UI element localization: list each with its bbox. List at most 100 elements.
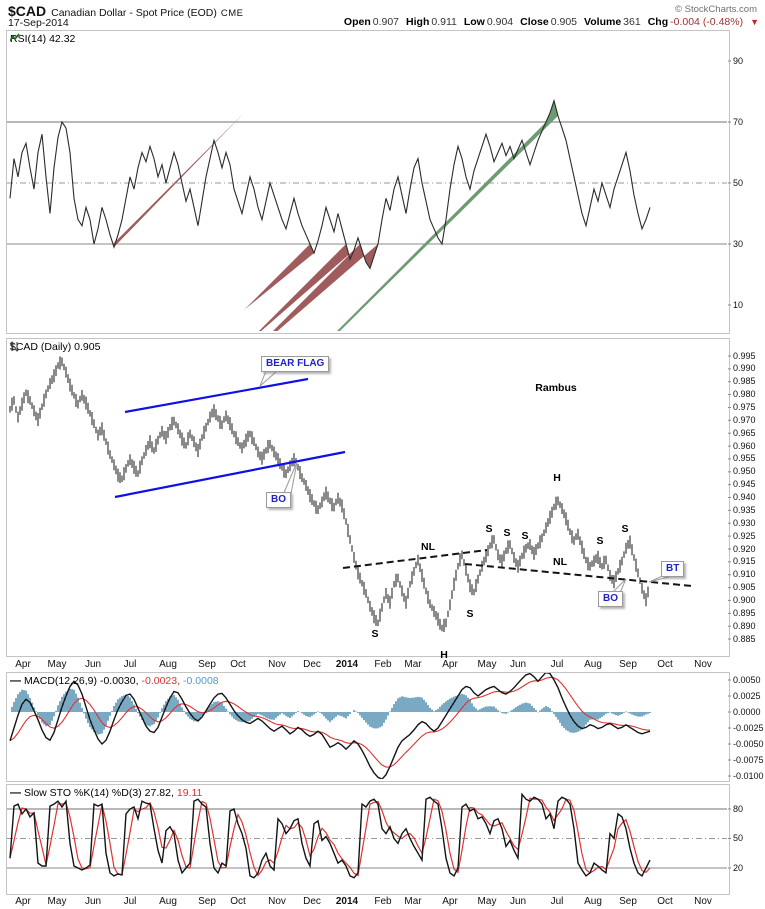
y-axis-tick-price: 0.970 [733, 414, 756, 425]
y-axis-tick-price: 0.975 [733, 402, 756, 412]
x-axis-month-label: 2014 [335, 896, 359, 907]
y-axis-tick-price: 0.910 [733, 569, 756, 580]
x-axis-month-label: May [477, 896, 497, 907]
x-axis-month-label: Mar [404, 659, 422, 670]
sto-k-value: 27.82, [144, 787, 174, 799]
macd-line-swatch: — [10, 675, 21, 687]
x-axis-month-label: Jun [509, 659, 527, 670]
x-axis-month-label: Apr [442, 896, 458, 907]
x-axis-month-label: Apr [442, 659, 458, 670]
y-axis-tick-rsi: 10 [733, 299, 744, 310]
y-axis-tick-price: 0.920 [733, 543, 756, 554]
macd-label: MACD(12,26,9) [24, 675, 97, 687]
high-value: 0.911 [431, 16, 457, 28]
y-axis-tick-price: 0.935 [733, 504, 756, 515]
x-axis-month-label: Jun [84, 896, 102, 907]
sto-d-value: 19.11 [176, 787, 203, 799]
y-axis-tick-sto: 80 [733, 803, 744, 814]
x-axis-month-label: May [477, 659, 497, 670]
y-axis-tick-macd: 0.0025 [733, 690, 761, 701]
y-axis-tick-sto: 20 [733, 862, 744, 873]
y-axis-tick-rsi: 30 [733, 238, 744, 249]
close-label: Close [520, 16, 549, 28]
close-value: 0.905 [550, 16, 578, 28]
annotation-h: H [553, 472, 561, 484]
x-axis-month-label: Sep [198, 896, 216, 907]
sto-label: Slow STO %K(14) %D(3) [24, 787, 142, 799]
y-axis-tick-macd: 0.0050 [733, 674, 761, 685]
rsi-label-row: RSI(14) 42.32 [10, 33, 75, 45]
annotation-s: S [521, 530, 529, 542]
x-axis-month-label: Oct [657, 659, 673, 670]
y-axis-tick-rsi: 90 [733, 55, 744, 66]
callout-bo: BO [598, 591, 623, 607]
y-axis-tick-price: 0.955 [733, 453, 756, 464]
x-axis-month-label: Sep [619, 659, 637, 670]
x-axis-month-label: Sep [619, 896, 637, 907]
low-value: 0.904 [486, 16, 514, 28]
annotation-rambus: Rambus [535, 382, 577, 394]
chart-date: 17-Sep-2014 [8, 17, 69, 29]
y-axis-tick-price: 0.985 [733, 376, 756, 387]
x-axis-month-label: Aug [159, 896, 177, 907]
y-axis-tick-price: 0.885 [733, 633, 756, 644]
macd-label-row: — MACD(12,26,9) -0.0030, -0.0023, -0.000… [10, 675, 219, 687]
open-label: Open [343, 16, 371, 28]
y-axis-tick-price: 0.900 [733, 594, 756, 605]
macd-signal-value: -0.0023, [141, 675, 181, 687]
y-axis-tick-price: 0.945 [733, 479, 756, 490]
x-axis-month-label: May [47, 659, 67, 670]
y-axis-tick-macd: -0.0100 [733, 770, 764, 781]
callout-bear-flag: BEAR FLAG [261, 356, 330, 372]
x-axis-month-label: Feb [374, 659, 392, 670]
chart-title-line: $CAD Canadian Dollar - Spot Price (EOD) CM… [8, 3, 243, 21]
annotation-s: S [503, 527, 511, 539]
callout-bo: BO [266, 492, 291, 508]
exchange: CME [220, 8, 244, 19]
x-axis-month-label: Jun [509, 896, 527, 907]
y-axis-tick-price: 0.930 [733, 517, 756, 528]
x-axis-month-label: Jun [84, 659, 102, 670]
y-axis-tick-price: 0.940 [733, 492, 756, 502]
annotation-s: S [485, 523, 493, 535]
sto-label-row: — Slow STO %K(14) %D(3) 27.82, 19.11 [10, 787, 202, 799]
y-axis-tick-rsi: 50 [733, 177, 744, 188]
x-axis-month-label: Oct [230, 659, 246, 670]
x-axis-month-label: Aug [159, 659, 177, 670]
y-axis-tick-price: 0.890 [733, 620, 756, 631]
symbol: $CAD [8, 3, 47, 19]
rsi-panel [6, 30, 730, 334]
x-axis-month-label: Oct [230, 896, 246, 907]
y-axis-tick-price: 0.895 [733, 607, 756, 618]
callout-bt: BT [661, 561, 685, 577]
x-axis-month-label: Aug [584, 659, 602, 670]
chart-type-icon [10, 341, 19, 352]
x-axis-month-label: Jul [550, 896, 564, 907]
x-axis-month-label: Sep [198, 659, 216, 670]
y-axis-tick-price: 0.980 [733, 389, 756, 400]
x-axis-month-label: Apr [15, 659, 31, 670]
x-axis-month-label: May [47, 896, 67, 907]
annotation-s: S [596, 535, 604, 547]
x-axis-month-label: Dec [303, 896, 321, 907]
x-axis-month-label: Mar [404, 896, 422, 907]
annotation-nl: NL [553, 556, 567, 568]
y-axis-tick-rsi: 70 [733, 116, 744, 127]
rsi-label: RSI(14) 42.32 [10, 33, 76, 45]
y-axis-tick-macd: -0.0025 [733, 722, 764, 733]
x-axis-month-label: 2014 [335, 659, 359, 670]
x-axis-month-label: Jul [550, 659, 564, 670]
y-axis-tick-price: 0.960 [733, 440, 756, 451]
open-value: 0.907 [372, 16, 400, 28]
low-label: Low [463, 16, 485, 28]
annotation-h: H [440, 649, 448, 661]
y-axis-tick-macd: -0.0050 [733, 738, 764, 749]
indicator-zigzag-icon [10, 33, 20, 42]
y-axis-tick-price: 0.950 [733, 466, 756, 477]
x-axis-month-label: Nov [268, 659, 286, 670]
x-axis-month-label: Feb [374, 896, 392, 907]
volume-label: Volume [584, 16, 622, 28]
price-label-row: $CAD (Daily) 0.905 [10, 341, 100, 353]
copyright: © StockCharts.com [675, 4, 757, 15]
